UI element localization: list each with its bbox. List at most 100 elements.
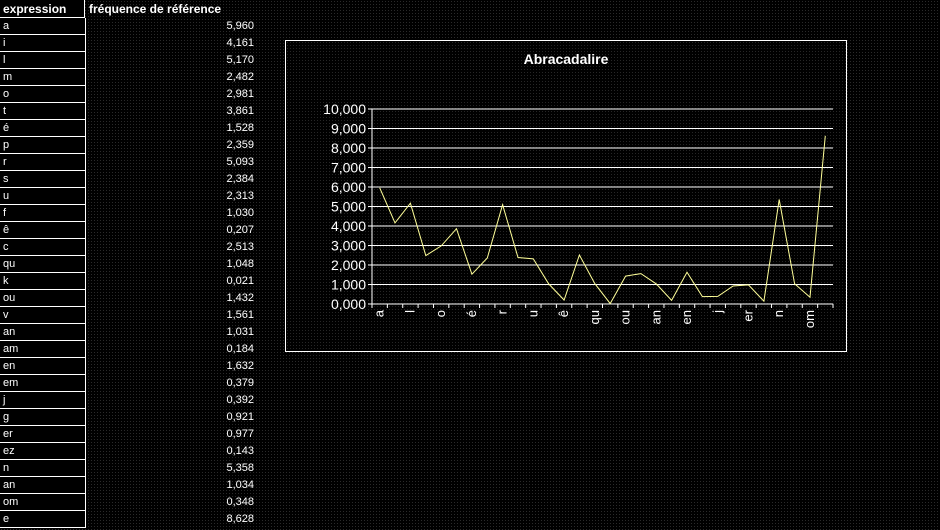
expression-cell[interactable]: j: [0, 392, 86, 409]
table-row: o 2,981: [0, 86, 262, 103]
x-tick-label: en: [679, 310, 694, 324]
frequency-cell[interactable]: 2,313: [226, 190, 254, 202]
y-tick-label: 6,000: [331, 179, 366, 195]
table-row: p 2,359: [0, 137, 262, 154]
expression-cell[interactable]: an: [0, 324, 86, 341]
expression-cell[interactable]: em: [0, 375, 86, 392]
expression-cell[interactable]: a: [0, 18, 86, 35]
table-row: an 1,031: [0, 324, 262, 341]
expression-cell[interactable]: p: [0, 137, 86, 154]
frequency-cell[interactable]: 0,379: [226, 377, 254, 389]
x-tick-label: o: [433, 310, 448, 317]
frequency-cell[interactable]: 5,093: [226, 156, 254, 168]
frequency-cell[interactable]: 1,561: [226, 309, 254, 321]
expression-cell[interactable]: g: [0, 409, 86, 426]
expression-cell[interactable]: r: [0, 154, 86, 171]
expression-cell[interactable]: qu: [0, 256, 86, 273]
table-row: an 1,034: [0, 477, 262, 494]
table-rows: a 5,960 i 4,161 l 5,170 m 2,482 o 2,981 t 3,861 é 1,5…: [0, 18, 262, 528]
frequency-cell[interactable]: 2,482: [226, 71, 254, 83]
frequency-cell[interactable]: 0,977: [226, 428, 254, 440]
expression-cell[interactable]: u: [0, 188, 86, 205]
expression-cell[interactable]: t: [0, 103, 86, 120]
chart-title: Abracadalire: [523, 51, 609, 67]
frequency-cell[interactable]: 8,628: [226, 513, 254, 525]
frequency-cell[interactable]: 0,921: [226, 411, 254, 423]
x-tick-label: om: [802, 310, 817, 328]
frequency-cell[interactable]: 5,170: [226, 54, 254, 66]
frequency-cell[interactable]: 1,034: [226, 479, 254, 491]
table-row: k 0,021: [0, 273, 262, 290]
frequency-cell[interactable]: 0,207: [226, 224, 254, 236]
table-row: en 1,632: [0, 358, 262, 375]
y-tick-label: 3,000: [331, 238, 366, 254]
expression-cell[interactable]: en: [0, 358, 86, 375]
x-tick-label: qu: [587, 310, 602, 324]
y-tick-label: 4,000: [331, 218, 366, 234]
frequency-cell[interactable]: 2,513: [226, 241, 254, 253]
x-tick-label: j: [710, 310, 725, 314]
frequency-cell[interactable]: 1,031: [226, 326, 254, 338]
frequency-cell[interactable]: 2,384: [226, 173, 254, 185]
line-chart: 0,000 1,000 2,000 3,000 4,000 5,000 6,000 7,000…: [323, 101, 834, 328]
frequency-cell[interactable]: 1,048: [226, 258, 254, 270]
frequency-cell[interactable]: 1,632: [226, 360, 254, 372]
table-row: r 5,093: [0, 154, 262, 171]
expression-cell[interactable]: k: [0, 273, 86, 290]
expression-cell[interactable]: c: [0, 239, 86, 256]
expression-cell[interactable]: ez: [0, 443, 86, 460]
frequency-cell[interactable]: 0,143: [226, 445, 254, 457]
table-row: ez 0,143: [0, 443, 262, 460]
expression-cell[interactable]: ou: [0, 290, 86, 307]
y-tick-label: 7,000: [331, 160, 366, 176]
x-tick-label: r: [495, 309, 510, 314]
frequency-cell[interactable]: 5,960: [226, 20, 254, 32]
table-row: j 0,392: [0, 392, 262, 409]
x-tick-label: u: [525, 310, 540, 317]
expression-cell[interactable]: i: [0, 35, 86, 52]
expression-cell[interactable]: é: [0, 120, 86, 137]
expression-cell[interactable]: l: [0, 52, 86, 69]
header-expression[interactable]: expression: [0, 0, 85, 18]
x-tick-label: ê: [556, 310, 571, 317]
table-row: m 2,482: [0, 69, 262, 86]
chart-area[interactable]: Abracadalire 0,000 1,000 2,000 3,000 4,000 5,…: [285, 40, 847, 352]
frequency-cell[interactable]: 4,161: [226, 37, 254, 49]
expression-cell[interactable]: m: [0, 69, 86, 86]
expression-cell[interactable]: n: [0, 460, 86, 477]
x-tick-label: ou: [618, 310, 633, 324]
frequency-cell[interactable]: 1,528: [226, 122, 254, 134]
expression-cell[interactable]: om: [0, 494, 86, 511]
frequency-cell[interactable]: 0,392: [226, 394, 254, 406]
frequency-cell[interactable]: 2,359: [226, 139, 254, 151]
expression-cell[interactable]: an: [0, 477, 86, 494]
table-row: s 2,384: [0, 171, 262, 188]
y-tick-label: 1,000: [331, 277, 366, 293]
table-row: i 4,161: [0, 35, 262, 52]
expression-cell[interactable]: f: [0, 205, 86, 222]
frequency-cell[interactable]: 3,861: [226, 105, 254, 117]
x-tick-label: é: [464, 310, 479, 317]
expression-cell[interactable]: v: [0, 307, 86, 324]
x-tick-label: l: [402, 310, 417, 313]
table-row: u 2,313: [0, 188, 262, 205]
expression-cell[interactable]: am: [0, 341, 86, 358]
expression-cell[interactable]: s: [0, 171, 86, 188]
table-row: qu 1,048: [0, 256, 262, 273]
frequency-cell[interactable]: 1,030: [226, 207, 254, 219]
frequency-cell[interactable]: 5,358: [226, 462, 254, 474]
frequency-cell[interactable]: 0,348: [226, 496, 254, 508]
expression-cell[interactable]: o: [0, 86, 86, 103]
frequency-cell[interactable]: 2,981: [226, 88, 254, 100]
frequency-cell[interactable]: 0,184: [226, 343, 254, 355]
frequency-cell[interactable]: 0,021: [226, 275, 254, 287]
frequency-cell[interactable]: 1,432: [226, 292, 254, 304]
table-row: am 0,184: [0, 341, 262, 358]
y-tick-label: 0,000: [331, 296, 366, 312]
header-frequency[interactable]: fréquence de référence: [89, 2, 222, 16]
expression-cell[interactable]: ê: [0, 222, 86, 239]
expression-cell[interactable]: e: [0, 511, 86, 528]
table-row: e 8,628: [0, 511, 262, 528]
expression-cell[interactable]: er: [0, 426, 86, 443]
table-row: c 2,513: [0, 239, 262, 256]
